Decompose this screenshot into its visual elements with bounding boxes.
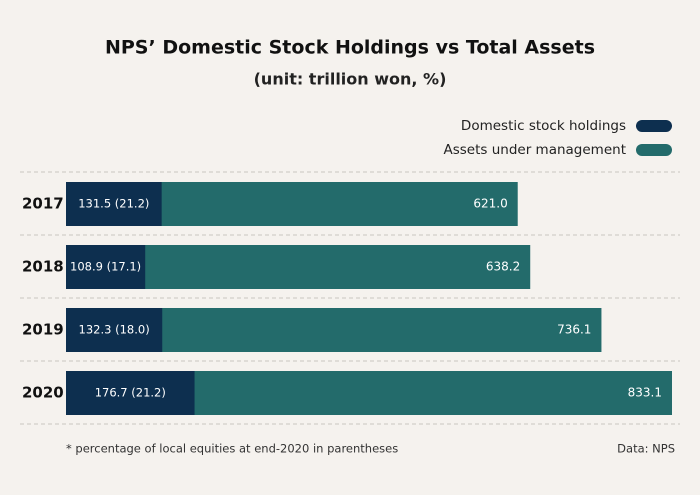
source: Data: NPS bbox=[617, 442, 675, 456]
value-label: 736.1 bbox=[557, 323, 591, 337]
category-label: 2018 bbox=[22, 258, 64, 276]
value-label: 132.3 (18.0) bbox=[79, 323, 150, 337]
category-label: 2020 bbox=[22, 384, 64, 402]
bar bbox=[66, 371, 195, 415]
value-label: 176.7 (21.2) bbox=[95, 386, 166, 400]
value-label: 131.5 (21.2) bbox=[78, 197, 149, 211]
footnote: * percentage of local equities at end-20… bbox=[66, 442, 398, 456]
legend-swatch bbox=[636, 120, 672, 132]
legend-swatch bbox=[636, 144, 672, 156]
legend-label: Assets under management bbox=[444, 142, 627, 158]
value-label: 638.2 bbox=[486, 260, 520, 274]
category-label: 2017 bbox=[22, 195, 64, 213]
bar bbox=[66, 308, 163, 352]
value-label: 621.0 bbox=[473, 197, 507, 211]
legend-label: Domestic stock holdings bbox=[461, 118, 626, 134]
value-label: 833.1 bbox=[628, 386, 662, 400]
bar bbox=[66, 245, 146, 289]
chart-title: NPS’ Domestic Stock Holdings vs Total As… bbox=[105, 37, 595, 59]
value-label: 108.9 (17.1) bbox=[70, 260, 141, 274]
category-label: 2019 bbox=[22, 321, 64, 339]
chart-subtitle: (unit: trillion won, %) bbox=[254, 70, 447, 89]
bar bbox=[66, 182, 162, 226]
